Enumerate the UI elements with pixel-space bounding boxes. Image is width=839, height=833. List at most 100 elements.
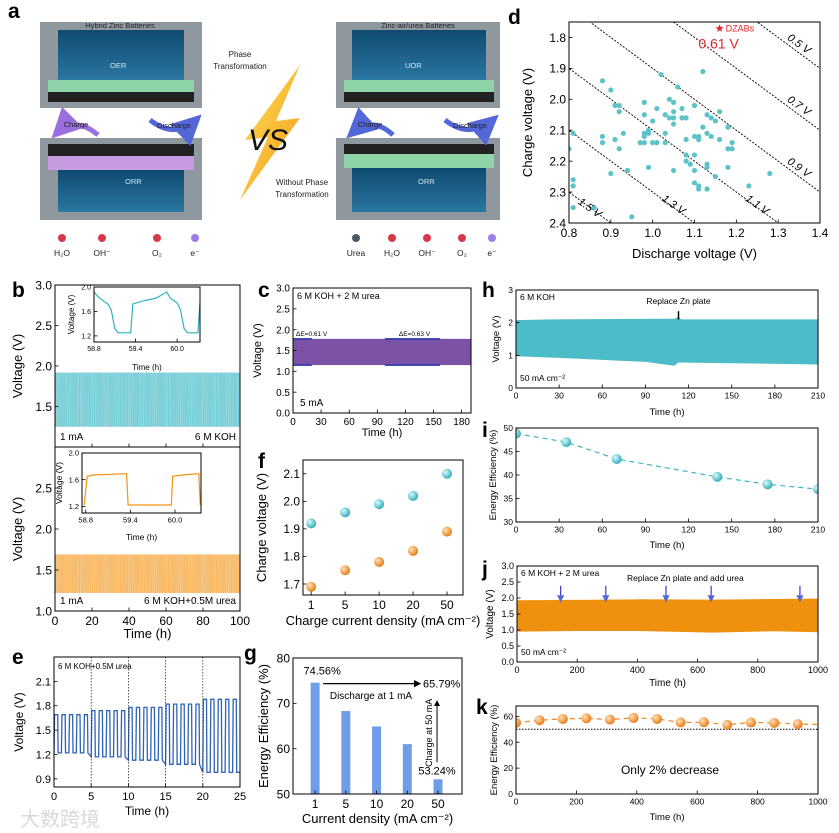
panel-label-a: a <box>8 0 20 23</box>
data-point <box>746 183 752 189</box>
plot-area <box>54 657 240 787</box>
y-tick-label: 1.9 <box>283 522 300 536</box>
x-tick-label: 60 <box>598 391 608 401</box>
y-tick-label: 20 <box>504 763 514 773</box>
x-axis-label: Time (h) <box>125 804 169 818</box>
data-point <box>306 581 317 592</box>
data-point <box>670 115 677 121</box>
data-point <box>813 484 818 495</box>
charge-label: Charge <box>64 120 89 129</box>
y-tick-label: 2.0 <box>69 449 79 458</box>
voltage-gap-label: 1.5 V <box>576 196 605 222</box>
x-axis-label: Time (h) <box>362 427 403 439</box>
x-tick-label: 0 <box>514 797 519 807</box>
x-tick-label: 210 <box>811 525 825 535</box>
discharge-label: Discharge <box>453 121 487 130</box>
y-axis-label: Voltage (V) <box>67 294 76 334</box>
data-point <box>712 471 723 482</box>
catalyst-layer <box>344 80 494 92</box>
plot-area <box>310 682 443 794</box>
y-tick-label: 3 <box>508 285 513 295</box>
data-point <box>662 112 668 118</box>
panel-letters: a b c d e f g h i j k <box>8 0 521 719</box>
y-axis-label: Voltage (V) <box>12 692 26 751</box>
data-point <box>696 186 702 192</box>
x-tick-label: 200 <box>570 665 585 675</box>
data-point <box>670 99 677 105</box>
data-point <box>712 174 719 180</box>
x-axis-label: Charge current density (mA cm⁻²) <box>286 613 481 628</box>
molecule-icon <box>488 234 496 242</box>
target-value-label: 65.79% <box>423 679 461 691</box>
bar-value-label: 53.24% <box>418 765 456 777</box>
x-tick-label: 30 <box>316 417 328 428</box>
x-tick-label: 1000 <box>808 665 828 675</box>
discharge-label: Discharge at 1 mA <box>330 691 413 702</box>
x-tick-label: 150 <box>425 417 442 428</box>
x-tick-label: 5 <box>342 598 349 612</box>
x-tick-label: 0 <box>514 665 519 675</box>
x-tick-label: 1.3 <box>770 226 787 240</box>
electrolyte-label: 6 M KOH+0.5M urea <box>58 662 132 671</box>
electrolyte <box>58 30 184 80</box>
panel-b2: 0 20 40 60 80 100 1.0 1.5 2.0 2.5 Time (h) Voltage … <box>10 446 250 641</box>
y-tick-label: 1.9 <box>549 62 566 76</box>
y-axis-label: Charge voltage (V) <box>254 473 269 582</box>
urea-battery-bottom-cell <box>336 138 500 220</box>
plot-area <box>306 468 453 592</box>
voltage-gap-label: 1.3 V <box>659 193 688 219</box>
data-point <box>608 87 614 93</box>
axes-frame <box>53 656 241 788</box>
x-tick-label: 0 <box>514 391 519 401</box>
molecule-icon <box>458 234 466 242</box>
x-tick-label: 0 <box>52 614 59 628</box>
data-point <box>374 556 385 567</box>
voltage-gap-line <box>589 22 820 193</box>
voltage-gap-line <box>569 67 779 223</box>
y-tick-label: 3.0 <box>501 561 514 571</box>
x-tick-label: 150 <box>725 525 739 535</box>
x-tick-label: 800 <box>751 797 765 807</box>
x-axis-label: Time (h) <box>649 407 684 418</box>
legend-item: OH⁻ <box>93 248 111 258</box>
data-point <box>725 146 731 152</box>
current-label: 5 mA <box>300 398 324 409</box>
orr-label: ORR <box>418 177 435 186</box>
panel-g: 1 5 10 20 50 50 60 70 80 Current density (mA cm⁻²… <box>256 651 463 826</box>
current-label: 1 mA <box>60 596 84 607</box>
y-tick-label: 2.2 <box>549 154 566 168</box>
y-tick-label: 0 <box>508 383 513 393</box>
y-tick-label: 80 <box>277 651 291 665</box>
axes-frame <box>515 427 819 523</box>
y-axis-label: Voltage (V) <box>54 462 64 504</box>
y-tick-label: 2.1 <box>549 124 566 138</box>
inset-bg <box>82 453 201 513</box>
data-point <box>717 109 723 115</box>
data-point <box>340 565 351 576</box>
panel-f: 1 5 10 20 50 1.7 1.8 1.9 2.0 2.1 Charge current de… <box>254 459 481 628</box>
data-point <box>624 167 631 174</box>
electrolyte <box>58 170 184 212</box>
data-point <box>700 68 706 75</box>
electrolyte <box>352 168 486 212</box>
data-point <box>700 124 706 130</box>
x-tick-label: 100 <box>230 614 250 628</box>
data-point <box>729 146 735 152</box>
discharge-arrow-icon <box>443 114 499 146</box>
data-point <box>340 507 351 518</box>
voltage-curve <box>54 698 240 774</box>
electrode-layer <box>48 92 194 102</box>
x-tick-label: 1.1 <box>686 226 703 240</box>
orr-label: ORR <box>125 177 142 186</box>
x-axis-label: Current density (mA cm⁻²) <box>302 811 453 826</box>
y-tick-label: 1.5 <box>501 609 514 619</box>
data-point <box>306 518 317 529</box>
panel-c: 0 30 60 90 120 150 180 0.0 0.5 1.0 1.5 2.0 2.5 3.0 Tim… <box>252 284 472 439</box>
data-point <box>629 214 635 220</box>
y-tick-label: 1.2 <box>69 502 79 511</box>
bar <box>372 726 382 794</box>
voltage-gap-label: 0.5 V <box>785 32 814 58</box>
y-tick-label: 0.0 <box>501 657 514 667</box>
x-tick-label: 1.4 <box>812 226 829 240</box>
panel-label-g: g <box>244 642 257 665</box>
